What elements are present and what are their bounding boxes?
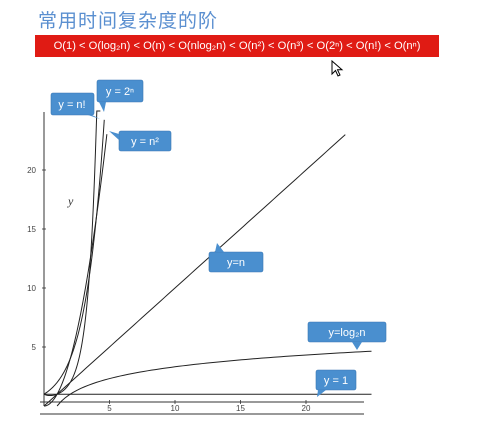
series-line-y-n- [43, 134, 108, 407]
series-line-y-log-n [56, 350, 372, 407]
y-tick-label: 10 [27, 284, 36, 293]
callout-constant: y = 1 [315, 369, 357, 397]
complexity-order-banner: O(1) < O(log₂n) < O(n) < O(nlog₂n) < O(n… [35, 35, 439, 57]
callout-n-factorial-label: y = n! [58, 99, 85, 111]
callout-n: y=n [208, 243, 264, 273]
callout-2-power-n: y = 2ⁿ [96, 79, 144, 112]
series-line-y-2- [43, 119, 105, 395]
page-title: 常用时间复杂度的阶 [38, 10, 219, 32]
series-line-y-n [43, 134, 346, 407]
callout-n-squared: y = n² [109, 130, 172, 152]
y-tick-label: 20 [27, 166, 36, 175]
series-line-y-n- [43, 110, 101, 397]
callout-n-label: y=n [227, 257, 245, 269]
callout-constant-label: y = 1 [324, 375, 348, 387]
callout-n-factorial: y = n! [50, 92, 100, 119]
callout-log2n: y=log₂n [307, 321, 387, 350]
callout-n-squared-label: y = n² [131, 136, 159, 148]
y-tick-label: 15 [27, 225, 36, 234]
x-tick-label: 10 [171, 404, 180, 413]
x-tick-label: 20 [302, 404, 311, 413]
y-axis-label: y [67, 194, 74, 208]
mouse-pointer-icon [331, 60, 344, 77]
callout-log2n-label: y=log₂n [329, 327, 366, 339]
x-tick-label: 5 [107, 404, 112, 413]
y-tick-label: 5 [32, 343, 37, 352]
x-tick-label: 15 [236, 404, 245, 413]
callout-2-power-n-label: y = 2ⁿ [106, 86, 134, 98]
